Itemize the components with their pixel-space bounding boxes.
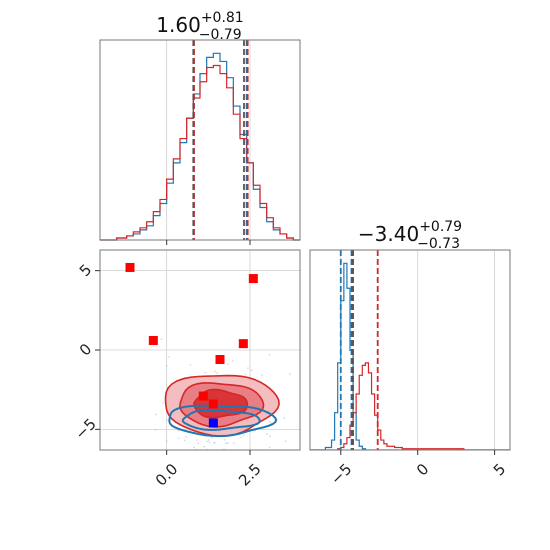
scatter-dot: [270, 455, 272, 457]
scatter-dot: [225, 442, 227, 445]
red-marker: [208, 399, 218, 409]
scatter-dot: [247, 367, 249, 370]
markers: [125, 262, 258, 428]
blue-contour-inner: [181, 408, 261, 431]
scatter-dot: [177, 437, 180, 440]
red-marker: [125, 262, 135, 272]
scatter-dot: [207, 439, 210, 441]
scatter-dot: [240, 436, 243, 439]
scatter-dot: [216, 372, 219, 375]
scatter-dot: [283, 417, 286, 420]
scatter-dot: [266, 432, 268, 435]
top-title: 1.60+0.81 −0.79: [156, 10, 243, 43]
left-y-tick-label: 5: [76, 261, 95, 280]
blue-contour-outer: [168, 404, 278, 438]
top-title-lower: −0.79: [199, 27, 242, 43]
right-x-tick-label: −5: [327, 460, 355, 488]
scatter-dot: [242, 434, 245, 437]
scatter-dot: [269, 421, 271, 423]
scatter-dot: [165, 365, 168, 367]
right-title: −3.40+0.79 −0.73: [358, 219, 462, 252]
scatter-dot: [177, 429, 180, 432]
scatter-dot: [226, 442, 229, 444]
scatter-dot: [197, 442, 200, 445]
right-histogram-blue: [310, 262, 510, 450]
scatter-dot: [196, 439, 198, 441]
scatter-dot: [268, 353, 271, 356]
top-histogram-blue: [100, 52, 300, 241]
right-title-lower: −0.73: [417, 236, 460, 252]
top-histogram-panel: 1.60+0.81 −0.79: [99, 10, 301, 245]
left-y-tick-label: −5: [71, 415, 99, 443]
scatter-dot: [268, 446, 271, 449]
scatter-dot: [199, 451, 201, 453]
top-grid: [166, 40, 251, 240]
bottom-x-tick-label: 0.0: [152, 460, 182, 490]
top-ticks: [166, 240, 251, 245]
scatter-dot: [208, 441, 211, 444]
scatter-dot: [204, 371, 207, 374]
top-histogram-red: [100, 64, 300, 241]
scatter-dot: [232, 442, 235, 444]
top-title-upper: +0.81: [201, 10, 244, 26]
right-histogram-red: [310, 362, 510, 450]
scatter-dot: [166, 419, 168, 422]
scatter-dot: [200, 458, 202, 460]
top-quantile-lines: [192, 40, 249, 240]
red-marker: [248, 274, 258, 284]
red-marker: [198, 391, 208, 401]
right-quantile-lines: [339, 250, 379, 450]
right-title-upper: +0.79: [419, 219, 462, 235]
scatter-dot: [193, 446, 196, 449]
scatter-dot: [226, 363, 229, 366]
contour-panel: 0.0 2.5 5 0 −5: [71, 249, 301, 490]
scatter-dot: [284, 440, 287, 443]
scatter-dot: [203, 445, 206, 448]
left-y-tick-label: 0: [76, 340, 95, 359]
scatter-dot: [154, 428, 157, 431]
scatter-dot: [269, 435, 271, 438]
top-histograms: [100, 52, 300, 241]
blue-marker: [208, 418, 218, 428]
right-histogram-panel: −5 0 5 −3.40+0.79 −0.73: [309, 219, 511, 488]
scatter-dot: [211, 436, 213, 439]
scatter-dot: [206, 440, 208, 443]
red-marker: [238, 339, 248, 349]
right-x-tick-label: 0: [413, 460, 432, 479]
right-ticks: −5 0 5: [327, 450, 509, 488]
scatter-dot: [244, 373, 246, 376]
red-marker: [215, 355, 225, 365]
scatter-dot: [155, 413, 158, 416]
scatter-dot: [142, 481, 144, 483]
scatter-dot: [250, 369, 253, 372]
scatter-dot: [268, 453, 270, 455]
scatter-dot: [214, 370, 216, 373]
red-marker: [148, 335, 158, 345]
scatter-dot: [184, 435, 187, 438]
scatter-dot: [232, 360, 234, 362]
top-panel-background: [100, 40, 300, 240]
right-histograms: [310, 262, 510, 450]
right-panel-frame: [309, 249, 511, 451]
top-title-median: 1.60: [156, 13, 201, 37]
scatter-dot: [288, 373, 291, 375]
scatter-dot: [189, 364, 192, 366]
right-title-median: −3.40: [358, 222, 419, 246]
scatter-dot: [160, 338, 163, 341]
scatter-dot: [238, 456, 240, 458]
scatter-dot: [183, 439, 186, 442]
scatter-dot: [223, 438, 226, 441]
bottom-x-tick-label: 2.5: [235, 460, 265, 490]
scatter-dot: [261, 374, 263, 377]
scatter-dot: [213, 442, 216, 444]
right-x-tick-label: 5: [490, 460, 509, 479]
scatter-dot: [165, 440, 168, 443]
blue-contours: [168, 404, 278, 438]
top-panel-frame: [99, 39, 301, 241]
scatter-dot: [167, 355, 170, 358]
scatter-dot: [162, 402, 165, 405]
